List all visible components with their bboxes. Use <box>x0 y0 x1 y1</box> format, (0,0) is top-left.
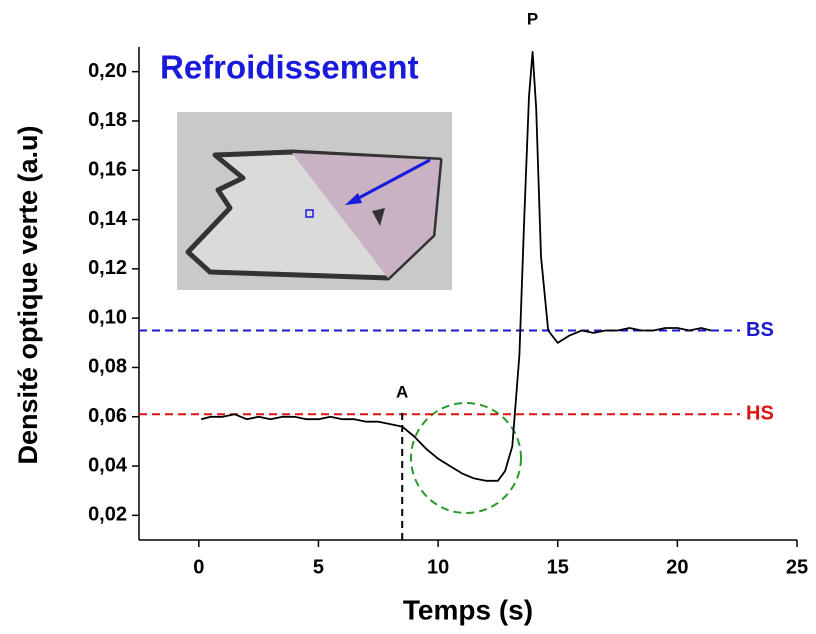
x-tick-label: 25 <box>786 556 808 578</box>
y-axis-label: Densité optique verte (a.u) <box>13 125 43 464</box>
x-tick-label: 20 <box>666 556 688 578</box>
y-tick-label: 0,16 <box>88 159 127 181</box>
reference-label: BS <box>746 319 774 341</box>
y-tick-label: 0,06 <box>88 405 127 427</box>
x-tick-label: 10 <box>427 556 449 578</box>
annotation: A <box>396 382 408 401</box>
data-line <box>200 51 712 482</box>
y-tick-label: 0,10 <box>88 306 127 328</box>
y-tick-label: 0,08 <box>88 356 127 378</box>
x-tick-label: 15 <box>547 556 569 578</box>
chart-title: Refroidissement <box>160 49 419 86</box>
y-tick-label: 0,12 <box>88 257 127 279</box>
inset-photo <box>177 112 452 290</box>
reference-label: HS <box>746 403 774 425</box>
x-tick-label: 0 <box>193 556 204 578</box>
annotation: P <box>527 9 538 28</box>
y-tick-label: 0,14 <box>88 208 128 230</box>
x-axis-label: Temps (s) <box>403 594 533 625</box>
y-tick-label: 0,04 <box>88 454 128 476</box>
y-tick-label: 0,20 <box>88 60 127 82</box>
highlight-circle <box>410 402 522 514</box>
x-tick-label: 5 <box>313 556 324 578</box>
y-tick-label: 0,02 <box>88 504 127 526</box>
y-tick-label: 0,18 <box>88 109 127 131</box>
